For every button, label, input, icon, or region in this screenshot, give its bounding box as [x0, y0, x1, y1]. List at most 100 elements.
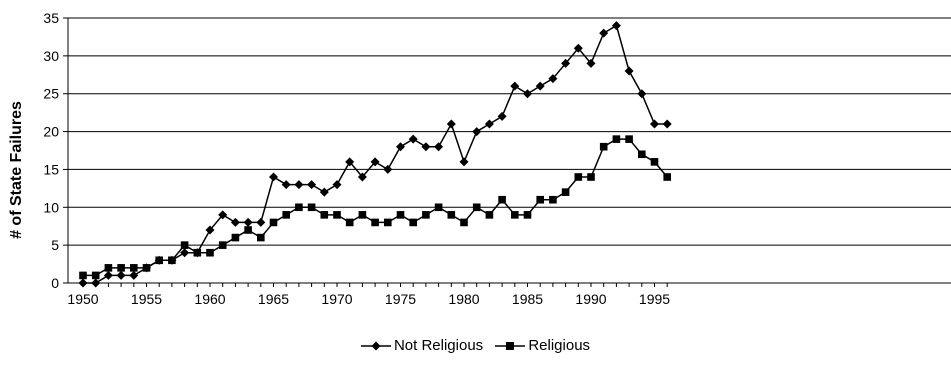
data-point — [180, 248, 190, 258]
data-point — [396, 142, 405, 152]
data-point — [358, 211, 367, 219]
y-tick-label: 15 — [43, 161, 59, 177]
data-point — [586, 58, 596, 68]
data-point — [384, 218, 392, 227]
data-point — [549, 195, 557, 204]
data-point — [408, 134, 418, 144]
data-point — [180, 241, 189, 249]
data-point — [611, 21, 621, 31]
data-point — [625, 135, 633, 143]
y-tick-labels: 0 5 10 15 20 25 30 35 — [43, 10, 59, 291]
data-point — [79, 271, 87, 280]
data-point — [319, 187, 329, 197]
x-tick-label: 1965 — [258, 291, 289, 307]
y-tick-label: 20 — [43, 124, 59, 140]
data-point — [599, 142, 608, 151]
data-point — [104, 264, 113, 272]
data-point — [662, 119, 672, 129]
data-point — [129, 270, 139, 280]
data-point — [561, 58, 571, 68]
data-point — [332, 180, 342, 190]
series-not-religious — [78, 21, 672, 288]
y-tick-label: 5 — [51, 237, 59, 253]
x-tick-label: 1955 — [131, 291, 162, 307]
data-point — [459, 157, 469, 167]
legend-item-religious: Religious — [495, 337, 590, 354]
x-tick-label: 1995 — [639, 291, 670, 307]
data-point — [561, 188, 570, 196]
series-religious — [79, 135, 671, 280]
data-point — [244, 226, 252, 234]
data-point — [307, 203, 316, 212]
data-point — [447, 211, 456, 219]
data-point — [168, 256, 176, 265]
data-point — [130, 264, 138, 272]
x-tick-label: 1985 — [512, 291, 543, 307]
data-point — [523, 211, 532, 219]
legend-label-not-religious: Not Religious — [393, 337, 484, 354]
data-point — [281, 180, 291, 190]
data-point — [231, 233, 240, 242]
data-point — [230, 217, 240, 227]
x-tick-label: 1990 — [575, 291, 606, 307]
x-tick-label: 1950 — [67, 291, 98, 307]
data-point — [269, 172, 278, 182]
data-point — [357, 172, 367, 182]
data-point — [320, 211, 329, 219]
data-point — [498, 195, 506, 204]
x-tick-label: 1970 — [321, 291, 352, 307]
y-tick-label: 30 — [43, 48, 59, 64]
data-point — [510, 81, 520, 91]
data-point — [663, 173, 671, 181]
data-point — [409, 218, 417, 227]
data-point — [193, 248, 202, 257]
axes — [63, 17, 951, 287]
data-point — [294, 180, 304, 190]
data-point — [307, 180, 317, 190]
data-point — [103, 270, 113, 280]
data-point — [573, 43, 583, 53]
data-point — [536, 195, 544, 204]
data-point — [485, 211, 494, 219]
data-point — [612, 135, 621, 143]
legend-label-religious: Religious — [528, 337, 591, 354]
data-point — [446, 119, 456, 129]
data-point — [370, 157, 380, 167]
data-point — [117, 264, 125, 272]
data-point — [205, 225, 215, 235]
data-point — [587, 173, 595, 181]
data-point — [574, 173, 583, 181]
data-point — [638, 150, 646, 159]
data-point — [599, 28, 609, 38]
data-point — [650, 119, 659, 129]
square-marker-icon — [495, 341, 526, 350]
data-point — [637, 89, 647, 99]
x-tick-label: 1960 — [194, 291, 225, 307]
data-point — [295, 203, 303, 212]
data-point — [624, 66, 634, 76]
data-point — [91, 271, 100, 280]
legend-item-not-religious: Not Religious — [360, 337, 484, 354]
x-tick-label: 1980 — [448, 291, 479, 307]
data-point — [511, 211, 519, 219]
data-point — [91, 278, 101, 288]
data-point — [257, 233, 265, 242]
gridlines — [68, 17, 951, 246]
data-point — [345, 157, 355, 167]
y-axis-label: # of State Failures — [8, 101, 25, 239]
data-point — [269, 218, 278, 227]
y-tick-label: 25 — [43, 86, 59, 102]
data-point — [523, 89, 532, 99]
data-point — [383, 164, 393, 174]
data-point — [484, 119, 494, 129]
data-point — [116, 270, 126, 280]
data-point — [421, 142, 431, 152]
data-point — [548, 74, 558, 84]
y-tick-label: 35 — [43, 10, 59, 26]
data-point — [218, 241, 227, 249]
data-point — [434, 203, 443, 212]
data-point — [218, 210, 228, 220]
data-point — [243, 217, 253, 227]
data-point — [472, 203, 481, 212]
